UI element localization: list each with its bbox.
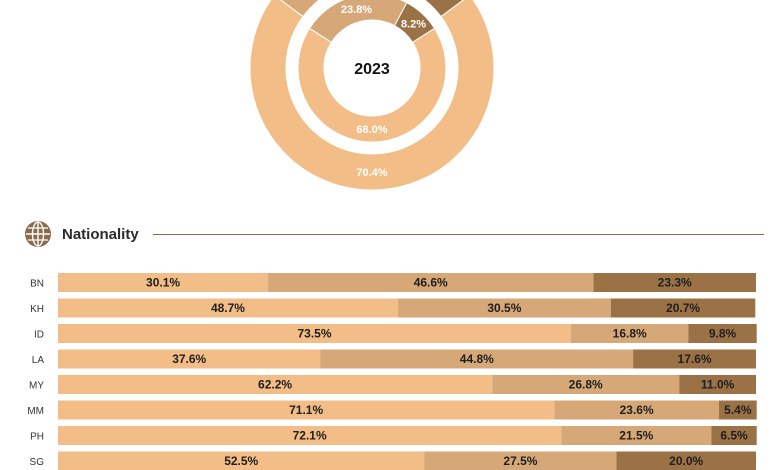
bar-sg-segment-2 bbox=[424, 451, 617, 470]
donut-center-label: 2023 bbox=[354, 61, 390, 78]
bar-bn-segment-2-label: 46.6% bbox=[414, 276, 448, 290]
category-label-la: LA bbox=[32, 355, 45, 366]
ring-2-slice-1 bbox=[297, 27, 447, 143]
category-label-ph: PH bbox=[30, 432, 44, 443]
nationality-section-header: Nationality bbox=[24, 218, 764, 250]
bar-ph-segment-3-label: 6.5% bbox=[720, 429, 748, 443]
bar-la-segment-2 bbox=[320, 349, 634, 369]
bar-mm-segment-3 bbox=[719, 400, 757, 420]
ring-2-slice-1-label: 68.0% bbox=[356, 124, 387, 136]
bar-sg-segment-1-label: 52.5% bbox=[224, 454, 258, 468]
bar-mm-segment-2 bbox=[554, 400, 720, 420]
bar-sg-segment-3-label: 20.0% bbox=[669, 454, 703, 468]
bar-id-segment-1 bbox=[58, 324, 572, 343]
bar-my-segment-2 bbox=[492, 375, 680, 394]
category-label-mm: MM bbox=[27, 406, 44, 417]
bar-my-segment-3 bbox=[679, 375, 756, 394]
category-label-kh: KH bbox=[30, 304, 44, 315]
bar-id-segment-3-label: 9.8% bbox=[709, 327, 737, 341]
section-divider bbox=[152, 233, 764, 235]
donut-center bbox=[332, 28, 412, 108]
bar-sg-segment-2-label: 27.5% bbox=[503, 454, 537, 468]
bar-la-segment-3 bbox=[633, 349, 756, 369]
bar-my-segment-1-label: 62.2% bbox=[258, 378, 292, 392]
bar-ph-segment-1 bbox=[58, 426, 562, 445]
bar-ph-segment-1-label: 72.1% bbox=[293, 429, 327, 443]
bar-kh-segment-1-label: 48.7% bbox=[211, 301, 245, 315]
category-label-sg: SG bbox=[30, 457, 45, 468]
ring-2-slice-3 bbox=[393, 2, 436, 43]
bar-bn-segment-1-label: 30.1% bbox=[146, 276, 180, 290]
bar-id-segment-2-label: 16.8% bbox=[613, 327, 647, 341]
bar-mm-segment-2-label: 23.6% bbox=[620, 403, 654, 417]
bar-kh-segment-3 bbox=[610, 298, 756, 318]
bar-sg-segment-1 bbox=[58, 451, 425, 470]
bar-kh-segment-1 bbox=[58, 298, 398, 318]
bar-bn-segment-3-label: 23.3% bbox=[658, 276, 692, 290]
bar-id-segment-3 bbox=[688, 324, 757, 343]
ring-2-slice-3-label: 8.2% bbox=[401, 18, 426, 30]
ring-1-slice-1 bbox=[249, 0, 495, 191]
category-label-id: ID bbox=[34, 330, 44, 341]
bar-la-segment-3-label: 17.6% bbox=[678, 352, 712, 366]
bar-bn-segment-1 bbox=[58, 273, 269, 292]
bar-kh-segment-2 bbox=[397, 298, 611, 318]
bar-id-segment-1-label: 73.5% bbox=[297, 327, 331, 341]
bar-mm-segment-1-label: 71.1% bbox=[289, 403, 323, 417]
bar-bn-segment-2 bbox=[268, 273, 594, 292]
category-label-my: MY bbox=[29, 381, 44, 392]
bar-my-segment-2-label: 26.8% bbox=[569, 378, 603, 392]
globe-icon bbox=[25, 221, 51, 247]
bar-id-segment-2 bbox=[571, 324, 689, 343]
bar-bn-segment-3 bbox=[593, 273, 756, 292]
bar-kh-segment-2-label: 30.5% bbox=[487, 301, 521, 315]
category-label-bn: BN bbox=[30, 279, 44, 290]
bar-my-segment-3-label: 11.0% bbox=[701, 378, 735, 392]
ring-1-slice-2 bbox=[280, 0, 321, 18]
bar-my-segment-1 bbox=[58, 375, 493, 394]
bar-la-segment-1 bbox=[58, 349, 321, 369]
bar-ph-segment-2-label: 21.5% bbox=[619, 429, 653, 443]
bar-mm-segment-3-label: 5.4% bbox=[724, 403, 752, 417]
nationality-title: Nationality bbox=[62, 225, 139, 243]
ring-2-slice-2-label: 23.8% bbox=[341, 4, 372, 16]
bar-la-segment-1-label: 37.6% bbox=[172, 352, 206, 366]
ring-1-slice-1-label: 70.4% bbox=[356, 167, 387, 179]
bar-kh-segment-3-label: 20.7% bbox=[666, 301, 700, 315]
bar-ph-segment-2 bbox=[561, 426, 712, 445]
donut-chart: 70.4%20.1%68.0%23.8%8.2%2023 bbox=[249, 0, 495, 191]
bar-ph-segment-3 bbox=[711, 426, 757, 445]
bar-la-segment-2-label: 44.8% bbox=[460, 352, 494, 366]
bar-sg-segment-3 bbox=[616, 451, 756, 470]
ring-1-slice-3 bbox=[423, 0, 464, 18]
bar-mm-segment-1 bbox=[58, 400, 555, 420]
